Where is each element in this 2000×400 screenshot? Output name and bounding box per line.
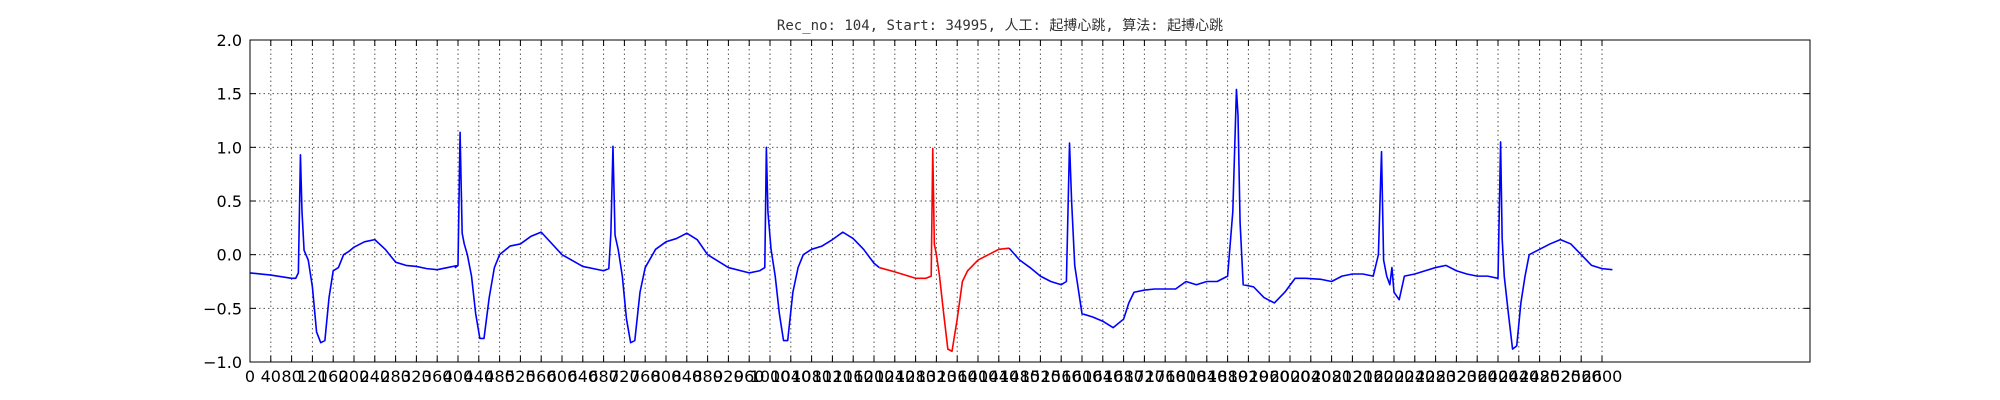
- x-tick-label: 1480: [999, 367, 1040, 386]
- x-tick-label: 1240: [874, 367, 915, 386]
- x-tick-label: 1360: [937, 367, 978, 386]
- x-tick-label: 560: [526, 367, 557, 386]
- x-tick-label: 2240: [1394, 367, 1435, 386]
- x-tick-label: 280: [380, 367, 411, 386]
- x-tick-label: 1440: [978, 367, 1019, 386]
- x-tick-label: 440: [464, 367, 495, 386]
- x-tick-label: 2440: [1498, 367, 1539, 386]
- x-tick-label: 840: [672, 367, 703, 386]
- x-tick-label: 1880: [1207, 367, 1248, 386]
- x-tick-label: 1120: [812, 367, 853, 386]
- x-tick-label: 1040: [770, 367, 811, 386]
- x-tick-label: 0: [245, 367, 255, 386]
- x-tick-label: 2520: [1540, 367, 1581, 386]
- x-tick-label: 1160: [833, 367, 874, 386]
- x-tick-label: 400: [443, 367, 474, 386]
- x-tick-label: 720: [609, 367, 640, 386]
- x-tick-label: 600: [547, 367, 578, 386]
- x-tick-label: 320: [401, 367, 432, 386]
- ecg-series-line-2: [878, 147, 1010, 353]
- x-tick-label: 2000: [1270, 367, 1311, 386]
- x-tick-label: 2600: [1582, 367, 1623, 386]
- x-tick-label: 2040: [1290, 367, 1331, 386]
- x-tick-label: 1200: [854, 367, 895, 386]
- x-tick-label: 1840: [1186, 367, 1227, 386]
- x-tick-label: 2280: [1415, 367, 1456, 386]
- y-tick-label: 1.0: [217, 138, 242, 157]
- y-tick-label: 2.0: [217, 31, 242, 50]
- chart-title: Rec_no: 104, Start: 34995, 人工: 起搏心跳, 算法:…: [777, 17, 1223, 34]
- x-tick-label: 760: [630, 367, 661, 386]
- x-tick-label: 1760: [1145, 367, 1186, 386]
- x-tick-label: 2320: [1436, 367, 1477, 386]
- x-tick-label: 1280: [895, 367, 936, 386]
- x-tick-label: 160: [318, 367, 349, 386]
- x-tick-label: 800: [651, 367, 682, 386]
- x-tick-label: 2200: [1374, 367, 1415, 386]
- y-tick-label: −0.5: [203, 299, 242, 318]
- x-tick-label: 1520: [1020, 367, 1061, 386]
- y-axis: −1.0 −0.5 0.0 0.5 1.0 1.5 2.0: [203, 31, 1810, 372]
- x-tick-label: 1600: [1062, 367, 1103, 386]
- x-tick-label: 480: [484, 367, 515, 386]
- x-tick-label: 2560: [1561, 367, 1602, 386]
- x-tick-label: 1320: [916, 367, 957, 386]
- x-tick-label: 40: [261, 367, 281, 386]
- x-tick-label: 240: [360, 367, 391, 386]
- x-tick-label: 680: [588, 367, 619, 386]
- x-tick-label: 1640: [1082, 367, 1123, 386]
- x-tick-label: 640: [568, 367, 599, 386]
- x-tick-label: 1400: [958, 367, 999, 386]
- x-tick-label: 1080: [791, 367, 832, 386]
- x-tick-label: 360: [422, 367, 453, 386]
- x-tick-label: 960: [734, 367, 765, 386]
- x-tick-label: 1920: [1228, 367, 1269, 386]
- x-tick-label: 1680: [1103, 367, 1144, 386]
- x-tick-label: 1960: [1249, 367, 1290, 386]
- x-tick-label: 2160: [1353, 367, 1394, 386]
- y-tick-label: 0.5: [217, 192, 242, 211]
- x-tick-label: 200: [339, 367, 370, 386]
- x-tick-label: 880: [692, 367, 723, 386]
- y-tick-label: −1.0: [203, 353, 242, 372]
- x-tick-label: 2400: [1478, 367, 1519, 386]
- x-tick-label: 920: [713, 367, 744, 386]
- series-group: [249, 88, 1613, 353]
- x-tick-label: 2120: [1332, 367, 1373, 386]
- x-axis: 0 40 8012016020024028032036040044048052056…: [245, 40, 1622, 386]
- grid-lines: [250, 40, 1810, 362]
- x-tick-label: 1560: [1041, 367, 1082, 386]
- x-tick-label: 1000: [750, 367, 791, 386]
- x-tick-label: 2480: [1519, 367, 1560, 386]
- y-tick-label: 0.0: [217, 246, 242, 265]
- y-tick-label: 1.5: [217, 85, 242, 104]
- x-tick-label: 2080: [1311, 367, 1352, 386]
- x-tick-label: 80: [281, 367, 301, 386]
- x-tick-label: 120: [297, 367, 328, 386]
- x-tick-label: 1800: [1166, 367, 1207, 386]
- ecg-series-line-3: [1008, 88, 1613, 350]
- x-tick-label: 1720: [1124, 367, 1165, 386]
- ecg-series-line-1: [249, 131, 880, 344]
- x-tick-label: 520: [505, 367, 536, 386]
- x-tick-label: 2360: [1457, 367, 1498, 386]
